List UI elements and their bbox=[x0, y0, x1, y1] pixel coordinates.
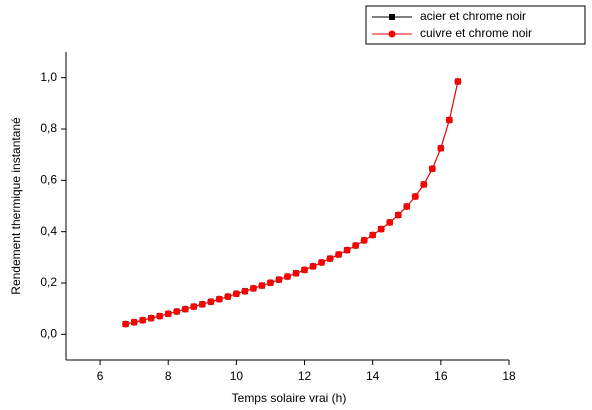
marker bbox=[437, 144, 445, 152]
marker bbox=[284, 273, 291, 281]
marker bbox=[428, 165, 436, 173]
marker bbox=[122, 320, 130, 328]
marker bbox=[130, 318, 138, 326]
marker bbox=[369, 231, 377, 239]
series-line bbox=[125, 81, 459, 325]
marker bbox=[386, 218, 394, 226]
y-axis-label: Rendement thermique instantané bbox=[9, 117, 23, 295]
y-tick-label: 0,4 bbox=[40, 224, 57, 238]
marker bbox=[173, 307, 181, 315]
marker bbox=[241, 287, 249, 295]
marker bbox=[275, 276, 283, 284]
marker bbox=[301, 266, 309, 274]
marker bbox=[343, 246, 351, 254]
x-tick-label: 10 bbox=[230, 369, 244, 383]
x-tick-label: 12 bbox=[298, 369, 312, 383]
marker bbox=[215, 295, 223, 303]
marker bbox=[377, 225, 385, 233]
marker bbox=[156, 312, 164, 320]
series-line bbox=[125, 81, 459, 325]
marker bbox=[309, 262, 317, 270]
marker bbox=[249, 284, 257, 292]
marker bbox=[411, 193, 419, 201]
marker bbox=[164, 310, 172, 318]
legend-box bbox=[365, 5, 586, 45]
legend-marker bbox=[388, 30, 396, 38]
marker bbox=[352, 242, 360, 250]
marker bbox=[181, 305, 189, 313]
marker bbox=[360, 236, 368, 244]
x-tick-label: 16 bbox=[434, 369, 448, 383]
legend-label: cuivre et chrome noir bbox=[420, 26, 532, 40]
x-tick-label: 18 bbox=[502, 369, 516, 383]
y-tick-label: 0,6 bbox=[40, 173, 57, 187]
marker bbox=[335, 251, 343, 259]
y-tick-label: 1,0 bbox=[40, 70, 57, 84]
marker bbox=[326, 255, 334, 263]
x-axis-label: Temps solaire vrai (h) bbox=[232, 391, 347, 405]
y-tick-label: 0,2 bbox=[40, 275, 57, 289]
marker bbox=[190, 303, 198, 311]
marker bbox=[224, 293, 232, 301]
marker bbox=[292, 269, 300, 277]
x-tick-label: 8 bbox=[165, 369, 172, 383]
legend-label: acier et chrome noir bbox=[420, 9, 526, 23]
y-tick-label: 0,0 bbox=[40, 327, 57, 341]
marker bbox=[266, 279, 274, 287]
x-tick-label: 14 bbox=[366, 369, 380, 383]
y-tick-label: 0,8 bbox=[40, 121, 57, 135]
marker bbox=[207, 298, 215, 306]
marker bbox=[198, 300, 206, 308]
marker bbox=[318, 258, 326, 266]
marker bbox=[394, 211, 402, 219]
marker bbox=[258, 282, 266, 290]
marker bbox=[420, 180, 428, 188]
marker bbox=[232, 290, 240, 298]
marker bbox=[139, 316, 147, 324]
legend-marker bbox=[389, 14, 395, 20]
marker bbox=[454, 78, 462, 86]
marker bbox=[147, 314, 155, 322]
marker bbox=[403, 203, 411, 211]
x-tick-label: 6 bbox=[97, 369, 104, 383]
marker bbox=[445, 116, 453, 124]
